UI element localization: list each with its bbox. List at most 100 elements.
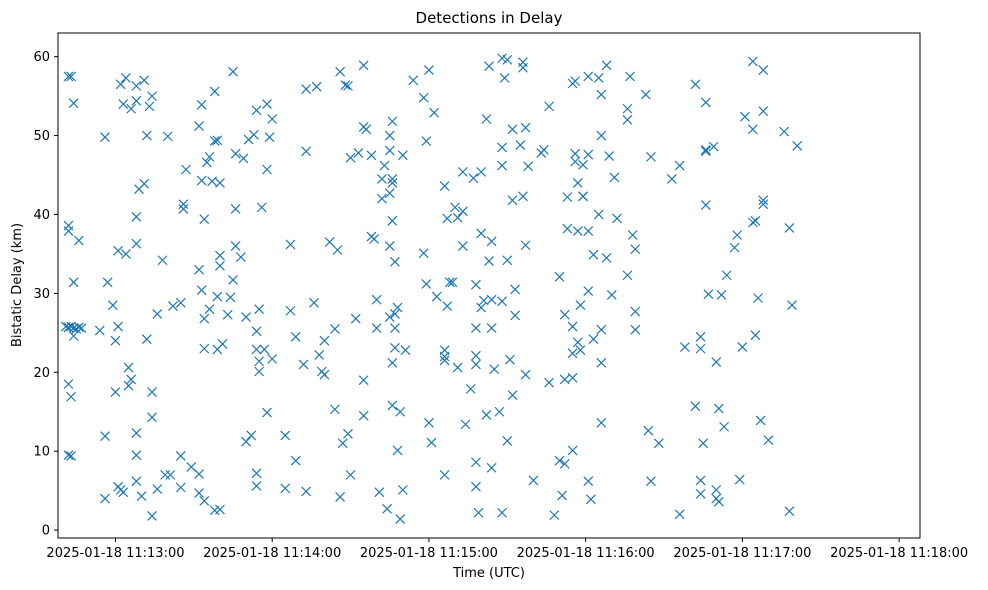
data-point: [473, 507, 484, 518]
data-point: [583, 226, 594, 236]
data-point: [518, 191, 528, 202]
data-point: [178, 204, 189, 214]
data-point: [248, 129, 259, 140]
data-point: [734, 474, 745, 485]
x-axis-label: Time (UTC): [452, 566, 525, 581]
data-point: [439, 351, 450, 362]
data-point: [457, 166, 468, 177]
data-point: [280, 430, 291, 441]
data-point: [507, 195, 518, 206]
data-point: [630, 244, 641, 255]
y-tick-label: 60: [33, 50, 50, 65]
data-point: [737, 342, 748, 352]
data-point: [204, 151, 215, 162]
data-point: [254, 356, 265, 367]
data-point: [63, 450, 74, 461]
data-point: [601, 252, 612, 263]
data-point: [439, 355, 450, 366]
data-point: [559, 309, 570, 320]
data-point: [567, 445, 578, 456]
data-point: [212, 135, 223, 146]
data-point: [68, 277, 79, 288]
data-point: [502, 54, 513, 65]
data-point: [387, 357, 398, 368]
x-tick-label: 2025-01-18 11:17:00: [673, 546, 811, 561]
data-point: [66, 391, 76, 402]
data-point: [444, 277, 455, 288]
data-point: [280, 483, 291, 494]
data-point: [471, 359, 481, 370]
data-point: [384, 145, 395, 156]
data-point: [442, 213, 453, 224]
data-point: [471, 323, 481, 334]
data-point: [136, 491, 147, 502]
data-point: [622, 270, 633, 281]
data-point: [429, 107, 440, 118]
data-point: [118, 99, 129, 109]
y-tick-label: 0: [42, 524, 50, 539]
data-point: [131, 450, 142, 461]
plot-frame: [57, 32, 921, 539]
data-point: [562, 223, 573, 234]
data-point: [113, 321, 124, 332]
data-point: [758, 199, 769, 210]
data-point: [343, 80, 353, 91]
data-point: [194, 121, 204, 132]
data-point: [740, 111, 750, 122]
data-point: [711, 484, 722, 495]
data-point: [622, 114, 633, 125]
data-point: [251, 468, 262, 479]
data-point: [747, 124, 758, 135]
data-point: [390, 256, 400, 267]
data-point: [596, 130, 607, 141]
data-point: [504, 354, 515, 365]
x-tick-label: 2025-01-18 11:18:00: [830, 546, 968, 561]
data-point: [157, 255, 168, 266]
data-point: [66, 451, 76, 461]
data-point: [763, 435, 774, 446]
data-point: [450, 202, 460, 213]
data-point: [559, 458, 570, 469]
data-point: [371, 294, 382, 305]
data-point: [230, 204, 241, 214]
data-point: [578, 191, 588, 202]
data-point: [457, 206, 468, 217]
data-point: [126, 103, 137, 114]
data-markers: [60, 53, 803, 524]
data-point: [345, 152, 356, 163]
data-point: [700, 97, 711, 108]
data-point: [199, 214, 210, 225]
data-point: [625, 71, 635, 82]
data-point: [630, 324, 641, 335]
data-point: [787, 300, 797, 311]
data-point: [152, 484, 163, 495]
data-point: [397, 484, 408, 495]
data-point: [494, 406, 505, 417]
data-point: [679, 342, 690, 352]
data-point: [131, 211, 142, 222]
data-point: [120, 249, 131, 259]
data-point: [423, 417, 434, 428]
data-point: [544, 101, 555, 112]
data-point: [178, 199, 189, 210]
data-point: [335, 492, 346, 502]
data-point: [583, 71, 594, 82]
data-point: [199, 313, 210, 324]
data-point: [141, 130, 152, 141]
data-point: [204, 304, 215, 315]
data-point: [207, 176, 218, 187]
data-point: [481, 409, 492, 420]
data-point: [784, 506, 795, 517]
data-point: [792, 140, 803, 151]
data-point: [301, 146, 312, 157]
data-point: [507, 390, 518, 401]
y-tick-label: 50: [33, 129, 50, 144]
data-point: [486, 462, 497, 473]
data-point: [199, 495, 210, 506]
data-point: [259, 344, 270, 355]
data-point: [732, 230, 743, 240]
data-point: [502, 255, 513, 266]
data-point: [567, 348, 578, 359]
data-point: [418, 248, 429, 259]
data-point: [478, 295, 489, 306]
